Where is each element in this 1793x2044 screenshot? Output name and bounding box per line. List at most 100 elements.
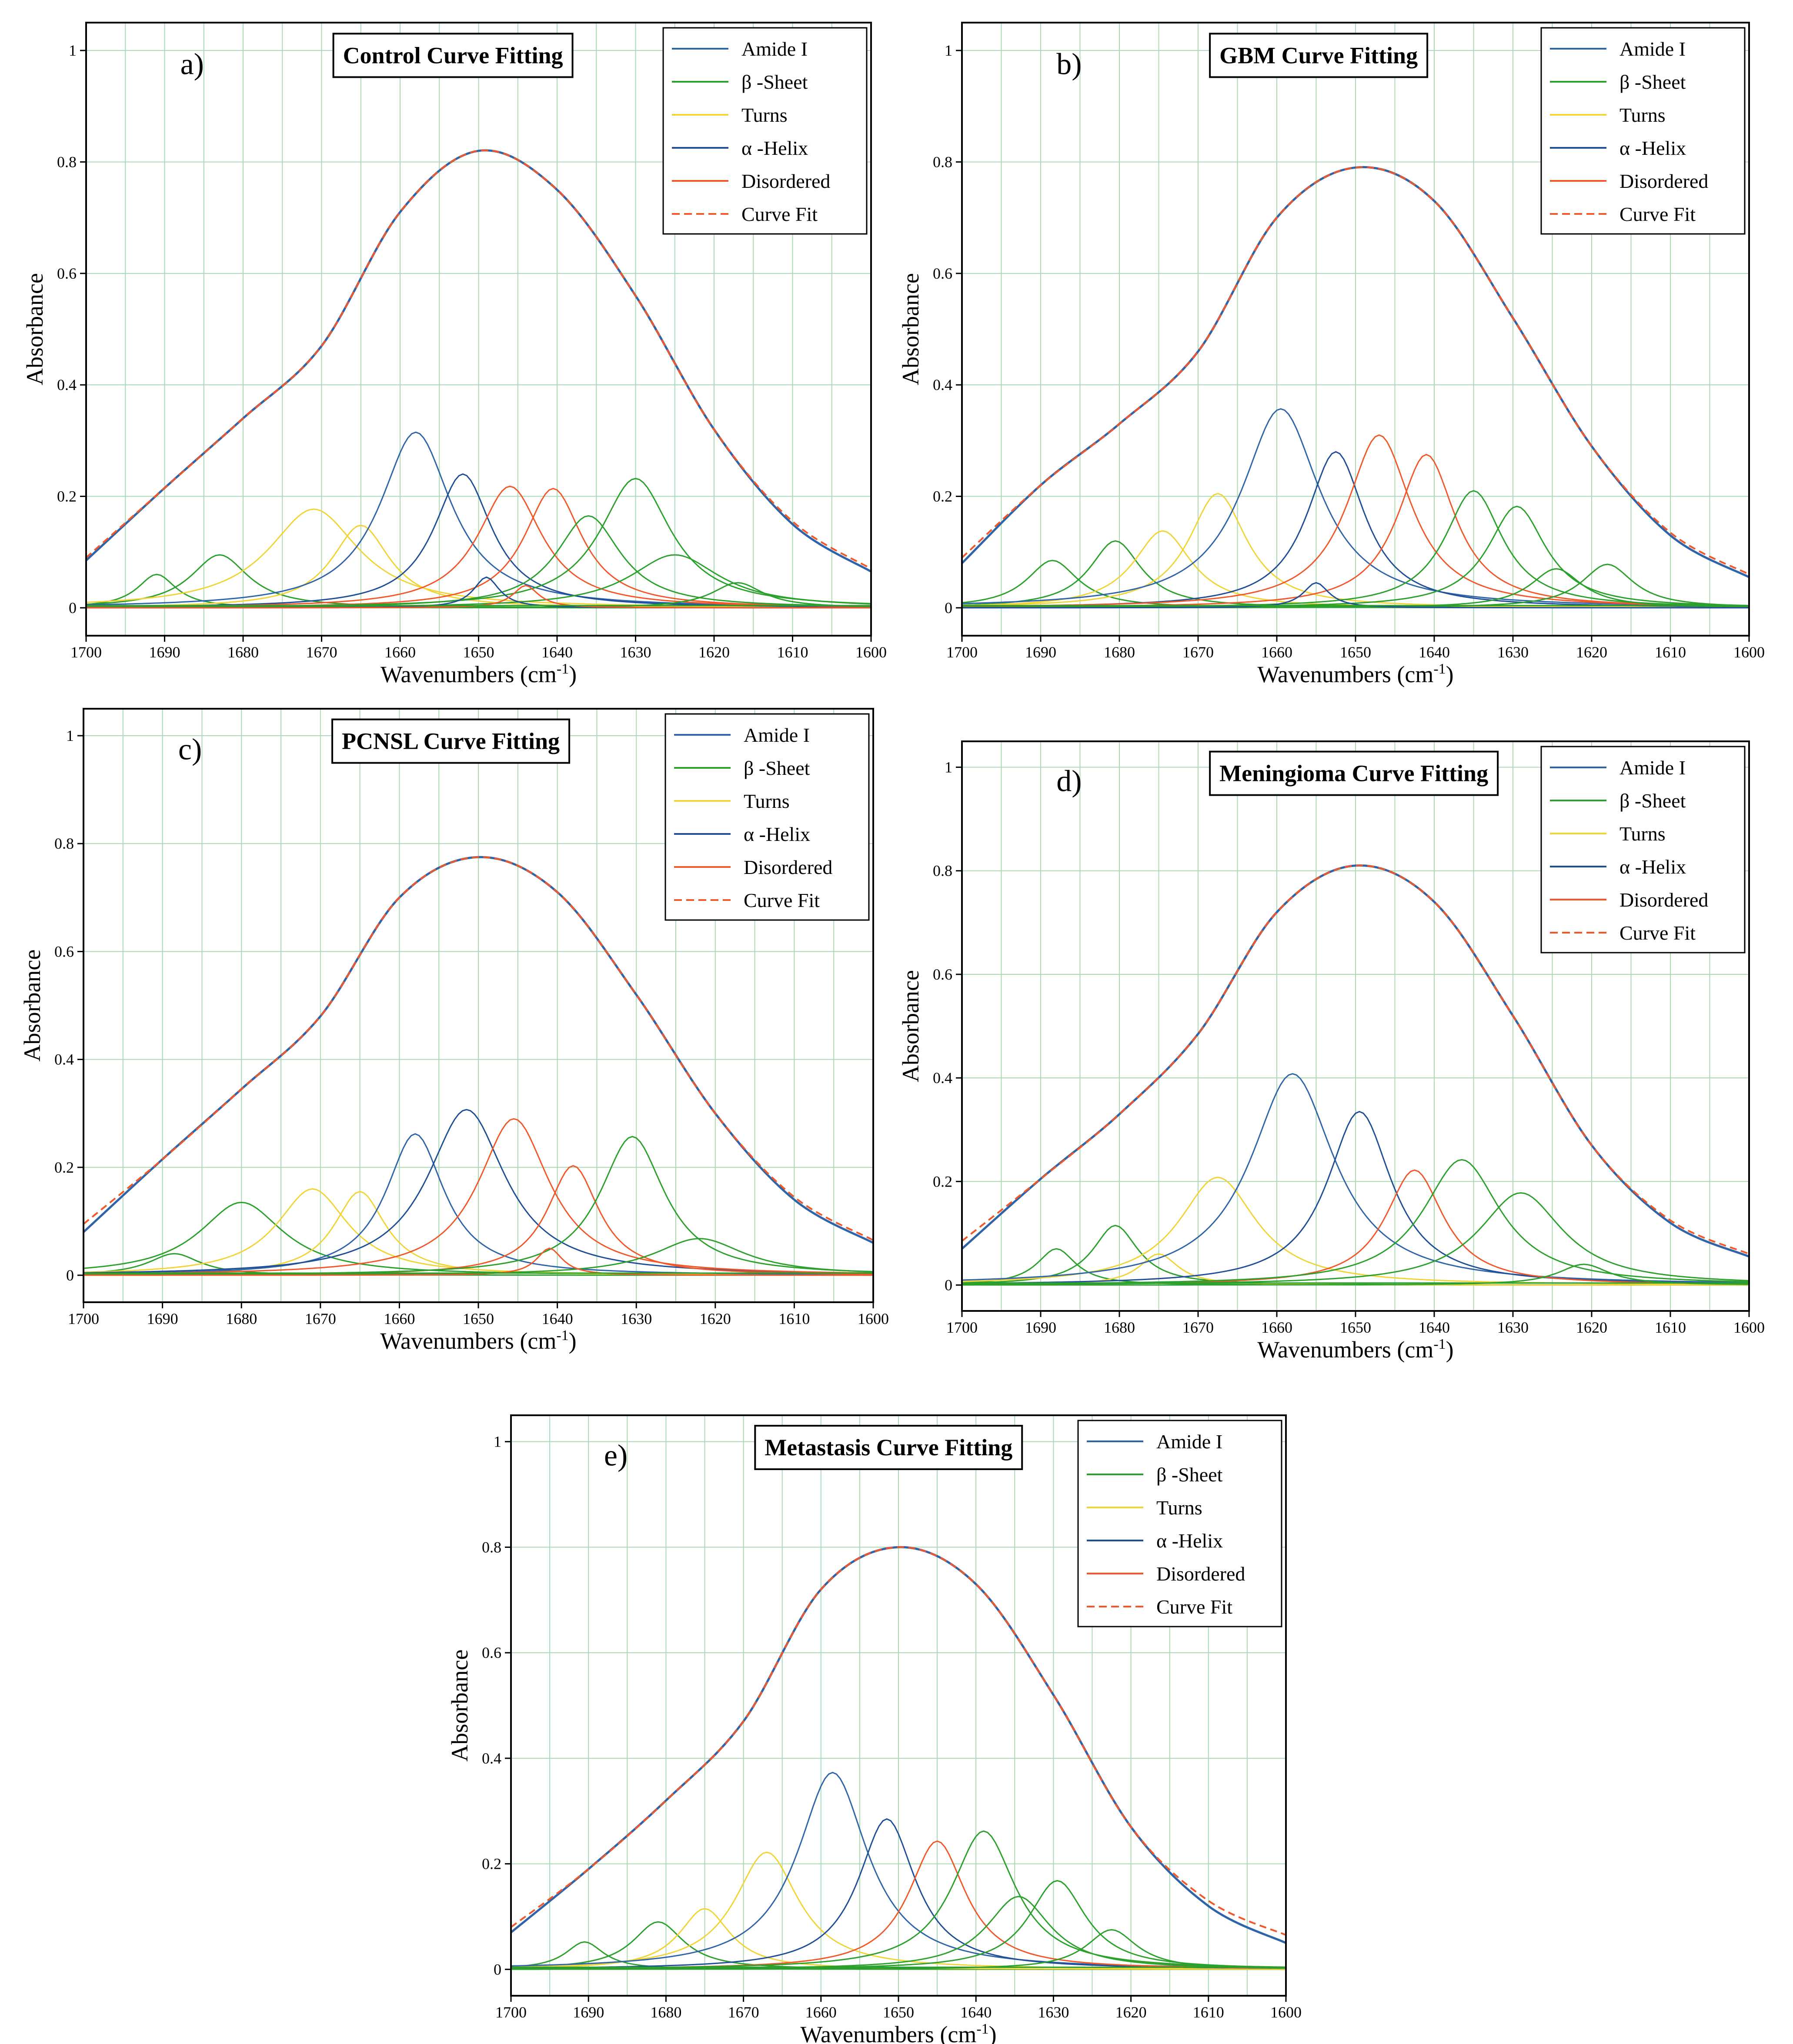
x-tick-label: 1640 (960, 2004, 992, 2021)
legend-label: Turns (741, 104, 788, 126)
curve-fit-line (510, 1546, 1286, 1936)
x-tick-label: 1700 (68, 1310, 99, 1327)
x-tick-label: 1700 (495, 2004, 527, 2021)
legend-label: β -Sheet (1619, 790, 1686, 812)
band-line (83, 1247, 873, 1276)
x-axis-label-text: Wavenumbers (cm (381, 661, 557, 687)
legend-label: Disordered (1619, 889, 1708, 911)
x-tick-label: 1670 (1182, 1319, 1214, 1336)
x-tick-label: 1630 (621, 1310, 652, 1327)
legend-box (664, 713, 870, 921)
legend-label: α -Helix (744, 823, 810, 845)
panel-title: GBM Curve Fitting (1219, 42, 1418, 68)
curve-fit-line (83, 856, 874, 1241)
legend-label: Turns (744, 790, 790, 812)
plot-frame (510, 1414, 1287, 1997)
x-tick-label: 1680 (1104, 1319, 1135, 1336)
x-tick-label: 1620 (698, 644, 730, 661)
panel-title: Control Curve Fitting (343, 42, 563, 68)
legend-label: Curve Fit (1619, 203, 1696, 225)
legend-label: Turns (1619, 104, 1666, 126)
y-tick-label: 1 (494, 1433, 501, 1450)
x-axis-label-text: Wavenumbers (cm (1257, 1337, 1433, 1363)
y-tick-label: 0.6 (54, 943, 74, 960)
x-axis-label-sup: -1 (1433, 1336, 1446, 1352)
x-tick-label: 1690 (1025, 1319, 1056, 1336)
x-tick-label: 1660 (384, 644, 416, 661)
legend-box (1540, 27, 1746, 235)
x-tick-label: 1690 (573, 2004, 604, 2021)
band-line (83, 1118, 874, 1274)
y-tick-label: 0.6 (482, 1644, 501, 1661)
legend-label: α -Helix (1619, 856, 1686, 878)
band-line (962, 1192, 1750, 1285)
band-line (962, 1073, 1750, 1283)
legend-box (1540, 746, 1746, 954)
legend-label: α -Helix (741, 137, 808, 159)
x-tick-label: 1680 (650, 2004, 681, 2021)
component-bands (962, 1073, 1750, 1286)
legend: Amide I β -Sheet Turns α -Helix Disordered Cu… (662, 27, 868, 235)
legend: Amide I β -Sheet Turns α -Helix Disordered Cu… (664, 713, 870, 921)
y-tick-label: 1 (69, 42, 77, 59)
panel-label: c) (178, 733, 202, 767)
component-bands (86, 431, 871, 609)
title-box (1209, 750, 1499, 796)
legend-label: Curve Fit (744, 889, 820, 911)
x-tick-label: 1670 (305, 1310, 336, 1327)
x-tick-label: 1670 (1182, 644, 1214, 661)
y-axis-label: Absorbance (898, 970, 924, 1082)
x-tick-label: 1680 (226, 1310, 257, 1327)
legend: Amide I β -Sheet Turns α -Helix Disordered Cu… (1540, 746, 1746, 954)
y-tick-label: 0.4 (54, 1051, 74, 1068)
y-tick-label: 0 (69, 599, 77, 617)
band-line (83, 1136, 874, 1275)
x-tick-label: 1660 (384, 1310, 415, 1327)
x-axis-label-text: Wavenumbers (cm (380, 1328, 556, 1354)
x-tick-label: 1690 (1025, 644, 1056, 661)
legend-label: Curve Fit (1619, 922, 1696, 944)
x-axis-label: Wavenumbers (cm-1) (1257, 1336, 1453, 1363)
x-axis-label: Wavenumbers (cm-1) (380, 1327, 576, 1354)
y-axis-label: Absorbance (22, 273, 48, 385)
x-axis-label-sup: -1 (1433, 661, 1446, 677)
x-tick-label: 1620 (700, 1310, 731, 1327)
y-tick-label: 0.4 (482, 1750, 501, 1767)
panel-title: PCNSL Curve Fitting (342, 728, 560, 754)
legend-label: Amide I (1619, 38, 1686, 60)
y-tick-label: 0.2 (933, 488, 952, 505)
y-tick-label: 0.2 (57, 488, 77, 505)
x-tick-label: 1600 (1733, 644, 1765, 661)
y-tick-label: 0.8 (482, 1538, 501, 1556)
title-box (754, 1425, 1023, 1470)
x-axis-label: Wavenumbers (cm-1) (381, 661, 577, 687)
plot-frame (85, 22, 872, 637)
x-tick-label: 1630 (1497, 644, 1529, 661)
legend-label: β -Sheet (744, 757, 810, 779)
legend-box (662, 27, 868, 235)
legend-label: Amide I (741, 38, 808, 60)
chart-panel-5: 1700 1690 1680 1670 1660 1650 1640 1630 1620 1610… (447, 1414, 1302, 2044)
x-tick-label: 1650 (883, 2004, 914, 2021)
legend-label: β -Sheet (741, 71, 808, 93)
x-tick-label: 1640 (1419, 1319, 1450, 1336)
x-tick-label: 1670 (728, 2004, 759, 2021)
x-tick-label: 1640 (541, 644, 573, 661)
x-axis-label-close: ) (569, 661, 577, 687)
y-tick-label: 0.8 (57, 153, 77, 170)
curve-fit-line (85, 149, 872, 570)
x-tick-label: 1620 (1576, 1319, 1607, 1336)
x-tick-label: 1660 (1261, 644, 1292, 661)
chart-panel-2: 1700 1690 1680 1670 1660 1650 1640 1630 1620 1610… (898, 22, 1765, 687)
x-tick-label: 1630 (1038, 2004, 1069, 2021)
x-tick-label: 1610 (777, 644, 808, 661)
x-tick-label: 1700 (70, 644, 102, 661)
y-tick-label: 0.2 (482, 1855, 501, 1873)
legend-label: α -Helix (1156, 1530, 1223, 1552)
panel-title: Meningioma Curve Fitting (1219, 760, 1488, 787)
x-tick-label: 1660 (805, 2004, 837, 2021)
y-tick-label: 0.4 (933, 376, 952, 393)
x-axis-label: Wavenumbers (cm-1) (800, 2021, 996, 2044)
band-line (962, 493, 1749, 608)
x-tick-label: 1650 (1340, 1319, 1371, 1336)
